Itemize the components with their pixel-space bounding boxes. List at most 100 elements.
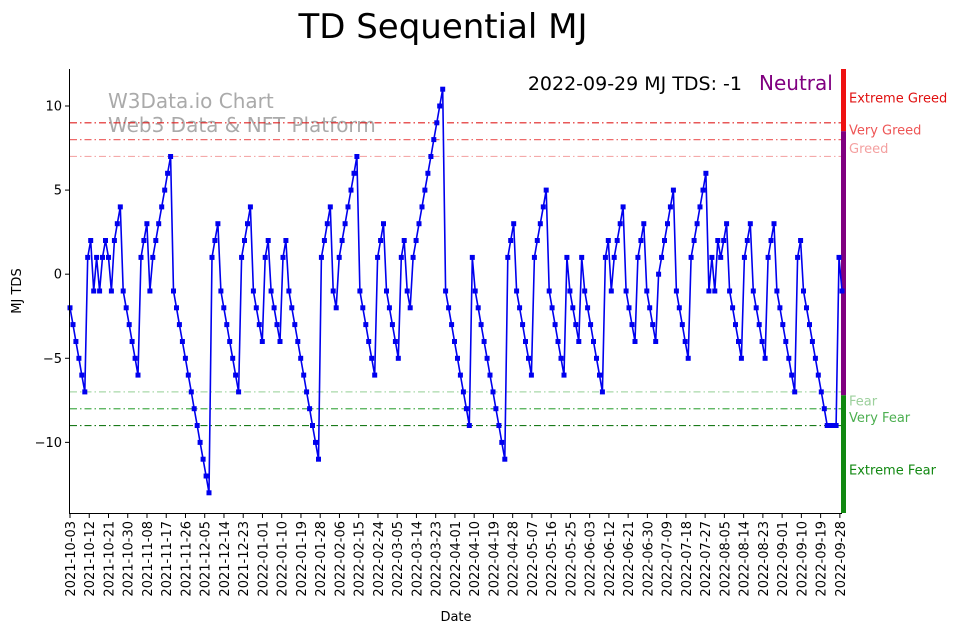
- y-tick-label-1: 5: [54, 184, 62, 199]
- x-tick-label-3: 2021-10-30: [122, 521, 137, 597]
- data-point-252: [812, 355, 818, 361]
- data-point-76: [292, 322, 298, 328]
- data-point-23: [135, 372, 141, 378]
- x-tick-label-34: 2022-08-05: [718, 521, 733, 597]
- data-point-82: [310, 423, 315, 428]
- data-point-207: [679, 322, 685, 328]
- data-point-55: [230, 355, 236, 361]
- x-tick-label-18: 2022-03-14: [410, 521, 425, 597]
- data-point-251: [809, 339, 815, 344]
- data-point-96: [351, 170, 357, 176]
- data-point-28: [150, 254, 156, 260]
- data-point-93: [342, 221, 348, 227]
- data-point-85: [318, 254, 324, 260]
- data-point-77: [295, 339, 301, 344]
- status-readout: 2022-09-29 MJ TDS: -1: [528, 73, 742, 95]
- data-point-6: [85, 254, 91, 260]
- x-axis-label: Date: [440, 610, 471, 625]
- data-point-1: [70, 322, 76, 328]
- data-point-35: [171, 288, 176, 294]
- data-point-131: [455, 355, 460, 361]
- data-point-227: [738, 355, 744, 361]
- data-point-78: [298, 355, 304, 361]
- x-tick-label-29: 2022-06-21: [622, 521, 637, 597]
- data-point-27: [147, 288, 153, 294]
- data-point-139: [478, 322, 484, 328]
- data-point-38: [179, 339, 185, 344]
- data-point-193: [638, 238, 644, 243]
- x-tick-label-25: 2022-05-16: [545, 521, 560, 597]
- data-point-181: [602, 254, 608, 260]
- data-point-111: [395, 355, 401, 361]
- data-point-130: [452, 339, 457, 344]
- data-point-226: [736, 339, 741, 344]
- x-tick-label-19: 2022-03-23: [430, 521, 445, 597]
- data-point-56: [233, 372, 239, 378]
- data-point-231: [750, 288, 756, 294]
- sentiment-label-2: Greed: [849, 142, 888, 157]
- data-point-208: [682, 339, 688, 344]
- data-point-171: [573, 322, 579, 328]
- data-point-15: [111, 238, 117, 243]
- data-point-113: [401, 238, 407, 243]
- data-point-64: [256, 322, 262, 328]
- data-point-232: [753, 305, 759, 311]
- data-point-53: [224, 322, 230, 328]
- axes: [69, 69, 842, 514]
- data-point-116: [410, 254, 416, 260]
- data-point-190: [629, 322, 635, 328]
- data-point-152: [517, 305, 523, 311]
- x-tick-label-32: 2022-07-18: [680, 521, 695, 597]
- data-point-3: [76, 355, 82, 361]
- data-point-194: [641, 221, 647, 227]
- data-point-220: [718, 254, 724, 260]
- data-point-154: [523, 339, 528, 344]
- x-tick-label-28: 2022-06-12: [603, 521, 618, 597]
- data-point-140: [481, 339, 487, 344]
- data-point-212: [694, 221, 700, 227]
- data-point-161: [543, 187, 549, 193]
- data-point-97: [354, 154, 360, 159]
- data-point-238: [771, 221, 777, 227]
- data-point-106: [381, 221, 386, 227]
- data-point-95: [348, 187, 354, 193]
- series-line: [69, 89, 843, 493]
- sentiment-label-4: Very Fear: [849, 411, 911, 426]
- data-point-89: [330, 288, 336, 294]
- data-point-162: [546, 288, 552, 294]
- data-point-108: [386, 305, 392, 311]
- data-point-260: [836, 254, 842, 260]
- data-point-102: [369, 355, 375, 361]
- data-point-67: [265, 238, 271, 243]
- data-point-197: [650, 322, 656, 328]
- data-point-9: [94, 254, 100, 260]
- data-point-203: [667, 204, 673, 210]
- data-point-22: [132, 355, 138, 361]
- data-point-41: [188, 389, 194, 395]
- data-point-74: [286, 288, 292, 294]
- data-point-234: [759, 339, 765, 344]
- x-tick-label-21: 2022-04-10: [468, 521, 483, 597]
- data-point-221: [721, 238, 727, 243]
- data-point-10: [97, 288, 103, 294]
- data-point-2: [73, 339, 79, 344]
- data-point-132: [457, 372, 463, 378]
- data-point-176: [588, 322, 594, 328]
- data-point-39: [182, 355, 188, 361]
- data-point-156: [528, 372, 534, 378]
- data-point-178: [594, 355, 599, 361]
- data-point-129: [449, 322, 455, 328]
- x-tick-label-0: 2021-10-03: [64, 521, 79, 597]
- data-point-160: [540, 204, 546, 210]
- data-point-216: [706, 288, 712, 294]
- data-point-172: [576, 339, 582, 344]
- data-point-245: [792, 389, 798, 395]
- data-point-60: [245, 221, 250, 227]
- data-point-205: [673, 288, 679, 294]
- data-point-80: [304, 389, 310, 395]
- data-point-169: [567, 288, 573, 294]
- x-tick-label-33: 2022-07-27: [699, 521, 714, 597]
- data-point-87: [324, 221, 330, 227]
- data-point-91: [336, 254, 342, 260]
- y-axis-label: MJ TDS: [10, 268, 25, 313]
